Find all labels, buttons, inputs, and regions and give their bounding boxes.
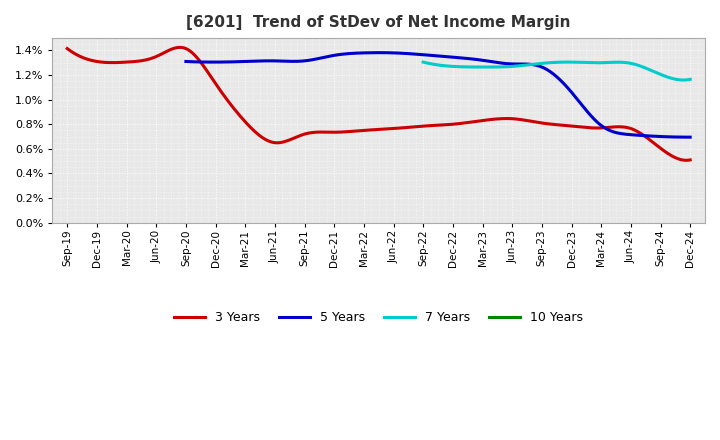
Title: [6201]  Trend of StDev of Net Income Margin: [6201] Trend of StDev of Net Income Marg…	[186, 15, 571, 30]
3 Years	[433, 123, 442, 128]
Line: 3 Years: 3 Years	[67, 48, 690, 160]
7 Years	[419, 59, 428, 65]
5 Years	[608, 129, 617, 134]
7 Years	[686, 77, 695, 82]
3 Years	[629, 127, 638, 132]
5 Years	[184, 59, 192, 64]
Line: 5 Years: 5 Years	[186, 53, 690, 137]
7 Years	[679, 77, 688, 83]
7 Years	[420, 60, 428, 65]
3 Years	[436, 122, 444, 128]
7 Years	[578, 60, 587, 65]
5 Years	[686, 135, 695, 140]
7 Years	[662, 74, 670, 79]
5 Years	[482, 58, 490, 63]
5 Years	[181, 59, 190, 64]
3 Years	[176, 45, 184, 50]
5 Years	[483, 59, 492, 64]
5 Years	[684, 135, 693, 140]
5 Years	[640, 133, 649, 138]
3 Years	[682, 158, 690, 163]
3 Years	[446, 122, 455, 127]
7 Years	[579, 60, 588, 65]
3 Years	[686, 157, 695, 162]
7 Years	[645, 67, 654, 72]
5 Years	[492, 60, 500, 65]
5 Years	[376, 50, 384, 55]
Legend: 3 Years, 5 Years, 7 Years, 10 Years: 3 Years, 5 Years, 7 Years, 10 Years	[169, 306, 588, 330]
3 Years	[63, 46, 71, 51]
3 Years	[590, 125, 598, 131]
7 Years	[564, 59, 572, 65]
Line: 7 Years: 7 Years	[423, 62, 690, 80]
3 Years	[65, 48, 73, 53]
7 Years	[583, 60, 592, 65]
